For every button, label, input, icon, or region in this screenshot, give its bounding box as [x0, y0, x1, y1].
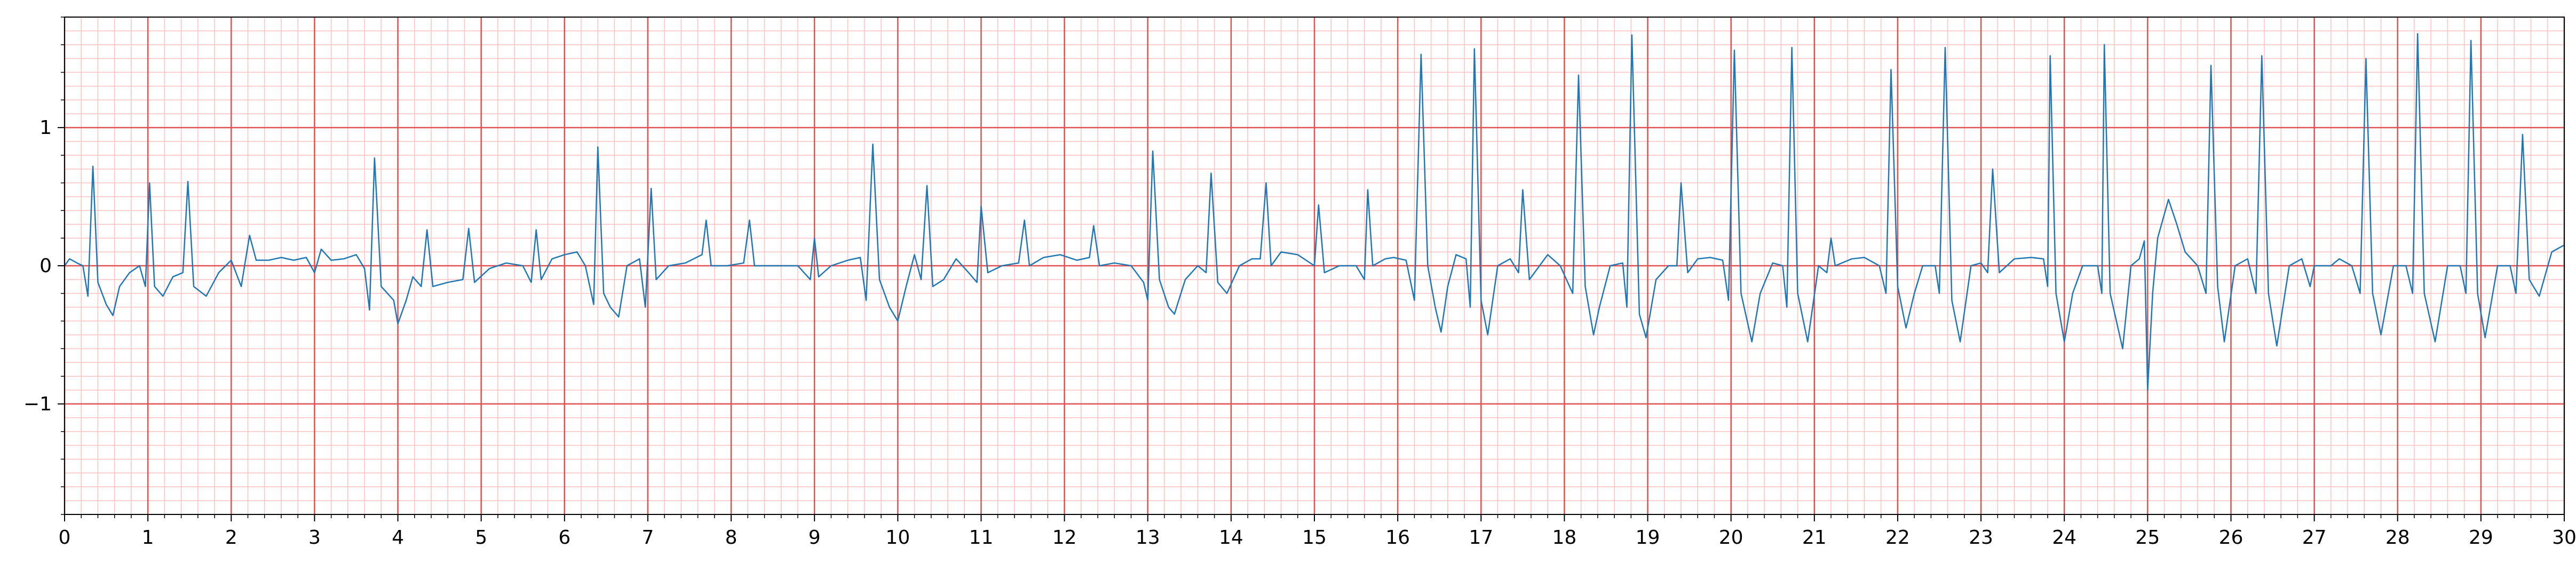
x-tick-label: 13	[1136, 527, 1160, 549]
x-tick-label: 14	[1219, 527, 1243, 549]
x-tick-label: 7	[641, 527, 654, 549]
y-tick-label: 0	[39, 255, 52, 277]
x-tick-label: 28	[2385, 527, 2410, 549]
y-axis: 1 0 −1	[23, 17, 65, 515]
x-tick-label: 17	[1469, 527, 1493, 549]
x-tick-label: 12	[1052, 527, 1077, 549]
y-tick-label: 1	[39, 117, 52, 139]
x-tick-label: 1	[142, 527, 154, 549]
x-axis: 0 1 2 3 4 5 6 7 8 9 10 11 12 13 14 15 16 17 18 19 20 21 22 23 24…	[59, 514, 2576, 549]
x-tick-label: 15	[1302, 527, 1327, 549]
series-layer	[64, 33, 2565, 391]
x-tick-label: 22	[1885, 527, 1910, 549]
x-tick-label: 4	[392, 527, 404, 549]
x-tick-label: 3	[308, 527, 321, 549]
x-tick-label: 20	[1719, 527, 1743, 549]
x-tick-label: 5	[475, 527, 487, 549]
x-tick-label: 23	[1969, 527, 1993, 549]
x-tick-label: 11	[969, 527, 994, 549]
x-tick-label: 24	[2052, 527, 2076, 549]
x-tick-label: 27	[2302, 527, 2327, 549]
x-tick-label: 21	[1802, 527, 1827, 549]
y-tick-label: −1	[23, 393, 52, 415]
ecg-trace-line	[64, 33, 2565, 391]
x-tick-label: 2	[225, 527, 237, 549]
x-tick-label: 8	[725, 527, 738, 549]
x-tick-label: 10	[885, 527, 910, 549]
x-tick-label: 19	[1636, 527, 1660, 549]
x-tick-label: 18	[1552, 527, 1576, 549]
x-tick-label: 25	[2135, 527, 2160, 549]
x-tick-label: 30	[2552, 527, 2576, 549]
x-tick-label: 0	[59, 527, 71, 549]
x-tick-label: 6	[558, 527, 570, 549]
x-tick-label: 26	[2219, 527, 2244, 549]
x-tick-label: 16	[1385, 527, 1410, 549]
x-tick-label: 9	[809, 527, 821, 549]
x-tick-label: 29	[2469, 527, 2493, 549]
